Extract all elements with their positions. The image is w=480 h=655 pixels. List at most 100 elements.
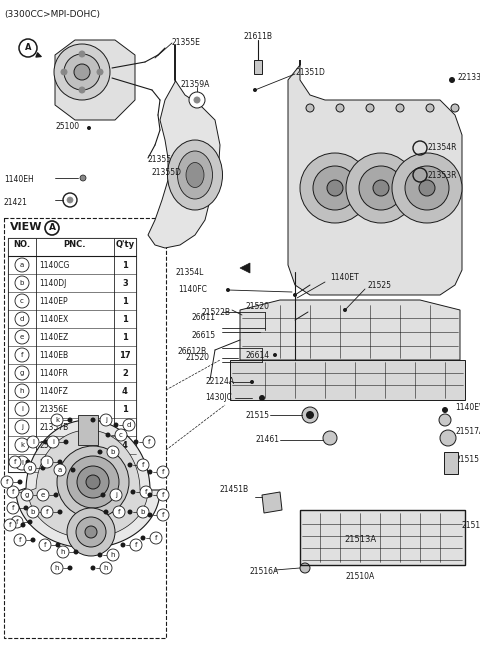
Text: f: f [142,462,144,468]
Text: 21354L: 21354L [175,268,204,277]
Text: f: f [16,519,18,525]
Text: 1140EX: 1140EX [39,314,68,324]
Circle shape [4,519,16,531]
Text: g: g [25,492,29,498]
Text: f: f [162,492,164,498]
Circle shape [27,519,33,525]
Circle shape [44,440,48,445]
Text: f: f [162,512,164,518]
Circle shape [110,489,122,501]
Text: h: h [111,552,115,558]
Circle shape [1,476,13,488]
Text: l: l [32,439,34,445]
Text: f: f [118,509,120,515]
Text: 26614: 26614 [245,350,269,360]
Circle shape [300,153,370,223]
Circle shape [91,565,96,571]
Circle shape [44,510,48,514]
Circle shape [15,402,29,416]
Text: f: f [148,439,150,445]
Text: 21355D: 21355D [152,168,182,177]
Circle shape [58,510,62,514]
Polygon shape [148,45,220,248]
Circle shape [61,69,67,75]
Circle shape [54,464,66,476]
Circle shape [76,517,106,547]
Circle shape [359,166,403,210]
Text: 21421: 21421 [4,198,28,207]
Circle shape [128,510,132,514]
Circle shape [405,166,449,210]
Circle shape [130,539,142,551]
Circle shape [147,470,153,474]
Text: l: l [21,460,23,466]
Circle shape [439,414,451,426]
Text: i: i [21,406,23,412]
Text: A: A [48,223,56,233]
Text: 1: 1 [122,405,128,413]
Text: 25124F: 25124F [39,441,67,449]
Circle shape [97,553,103,557]
Circle shape [14,534,26,546]
Text: 1: 1 [122,297,128,305]
Text: 21353R: 21353R [428,170,457,179]
Circle shape [24,506,28,510]
Text: 21516A: 21516A [250,567,279,576]
Circle shape [147,512,153,517]
Circle shape [27,436,39,448]
Text: a: a [58,467,62,473]
Text: b: b [20,280,24,286]
Text: 1140FZ: 1140FZ [39,386,68,396]
Text: f: f [6,479,8,485]
Circle shape [426,104,434,112]
Circle shape [39,539,51,551]
Circle shape [373,180,389,196]
Circle shape [57,446,129,518]
Circle shape [226,288,230,292]
Text: PNC.: PNC. [64,240,86,249]
Circle shape [21,523,25,527]
Circle shape [68,417,72,422]
Text: 1140EB: 1140EB [39,350,68,360]
Polygon shape [230,360,465,400]
Circle shape [100,414,112,426]
Circle shape [97,449,103,455]
Text: 1140EW: 1140EW [455,403,480,413]
Circle shape [80,175,86,181]
Circle shape [113,422,119,428]
Text: 21512: 21512 [462,521,480,529]
Circle shape [15,384,29,398]
Text: 21513A: 21513A [344,536,376,544]
Circle shape [74,64,90,80]
Circle shape [85,526,97,538]
Circle shape [86,475,100,489]
Circle shape [343,308,347,312]
Circle shape [150,532,162,544]
Text: 21354R: 21354R [428,143,457,153]
Text: d: d [20,316,24,322]
Circle shape [113,506,125,518]
Circle shape [189,92,205,108]
Circle shape [106,432,110,438]
Text: 22133: 22133 [458,73,480,83]
Text: A: A [25,43,31,52]
Polygon shape [16,420,160,548]
Text: 1140CG: 1140CG [39,261,70,269]
Circle shape [91,417,96,422]
Text: h: h [104,565,108,571]
Text: 25100: 25100 [55,122,79,131]
Circle shape [157,466,169,478]
Text: j: j [105,417,107,423]
Text: 21357B: 21357B [39,422,68,432]
Bar [254,60,262,74]
Text: 26615: 26615 [192,331,216,341]
Circle shape [67,197,73,203]
Circle shape [366,104,374,112]
Circle shape [51,562,63,574]
Ellipse shape [168,140,223,210]
Text: 21515: 21515 [246,411,270,419]
Circle shape [128,462,132,468]
Text: j: j [115,492,117,498]
Text: 21510A: 21510A [346,572,374,581]
Circle shape [73,550,79,555]
